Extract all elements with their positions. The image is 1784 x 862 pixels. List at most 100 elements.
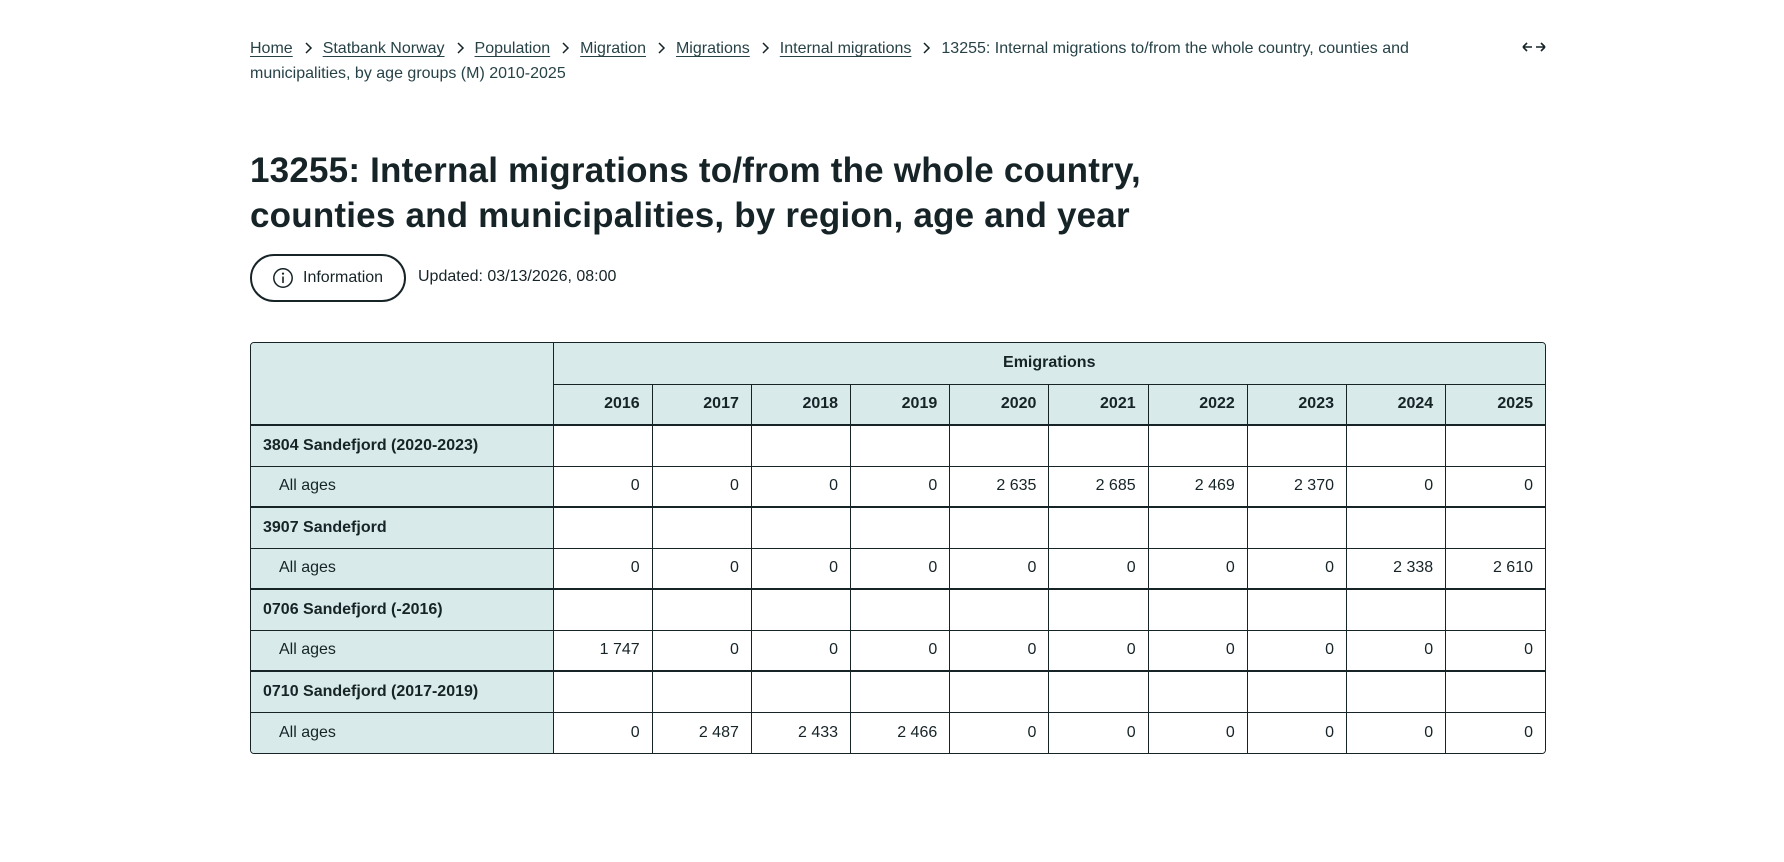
- value-cell: 0: [1048, 629, 1149, 672]
- region-label: 3907 Sandefjord: [251, 506, 554, 549]
- empty-cell: [850, 424, 951, 467]
- column-group-header: Emigrations: [552, 343, 1545, 385]
- breadcrumb-link-population[interactable]: Population: [474, 40, 551, 57]
- year-header: 2025: [1445, 383, 1545, 425]
- value-cell: 0: [1445, 465, 1545, 508]
- empty-cell: [750, 588, 852, 631]
- empty-cell: [1147, 424, 1248, 467]
- region-label: 3804 Sandefjord (2020-2023): [251, 424, 554, 467]
- empty-cell: [1345, 670, 1447, 713]
- value-cell: 0: [651, 465, 752, 508]
- value-cell: 0: [1445, 629, 1545, 672]
- breadcrumb-link-statbank-norway[interactable]: Statbank Norway: [322, 40, 445, 57]
- chevron-right-icon: [445, 35, 475, 60]
- value-cell: 0: [552, 547, 653, 590]
- empty-cell: [949, 670, 1050, 713]
- empty-cell: [552, 424, 653, 467]
- empty-cell: [1147, 506, 1248, 549]
- age-group-label: All ages: [251, 711, 554, 753]
- value-cell: 2 635: [949, 465, 1050, 508]
- empty-cell: [949, 506, 1050, 549]
- value-cell: 0: [850, 629, 951, 672]
- value-cell: 0: [1345, 465, 1447, 508]
- empty-cell: [552, 670, 653, 713]
- value-cell: 0: [750, 547, 852, 590]
- breadcrumb-link-internal-migrations[interactable]: Internal migrations: [779, 40, 912, 57]
- empty-cell: [651, 588, 752, 631]
- information-button[interactable]: Information: [250, 254, 406, 302]
- table-row: 3804 Sandefjord (2020-2023): [251, 424, 1545, 467]
- year-header: 2023: [1246, 383, 1348, 425]
- table-row: All ages 0 0 0 0 0 0 0 0 2 338 2 610: [251, 547, 1545, 590]
- value-cell: 2 469: [1147, 465, 1248, 508]
- value-cell: 0: [750, 629, 852, 672]
- value-cell: 0: [1147, 629, 1248, 672]
- year-header: 2019: [850, 383, 951, 425]
- breadcrumb-current: 13255: Internal migrations to/from the w…: [250, 40, 1409, 83]
- empty-cell: [750, 424, 852, 467]
- information-button-label: Information: [303, 269, 384, 286]
- empty-cell: [651, 424, 752, 467]
- year-header: 2020: [949, 383, 1050, 425]
- empty-cell: [949, 588, 1050, 631]
- value-cell: 0: [651, 629, 752, 672]
- empty-cell: [1048, 588, 1149, 631]
- updated-timestamp: Updated: 03/13/2026, 08:00: [418, 268, 617, 285]
- data-table: Emigrations 2016 2017 2018 2019 2020 202…: [250, 342, 1546, 754]
- page-title: 13255: Internal migrations to/from the w…: [250, 151, 1141, 235]
- year-header: 2017: [651, 383, 752, 425]
- table-row: All ages 1 747 0 0 0 0 0 0 0 0 0: [251, 629, 1545, 672]
- value-cell: 0: [1147, 711, 1248, 753]
- value-cell: 0: [552, 465, 653, 508]
- table-row: All ages 0 0 0 0 2 635 2 685 2 469 2 370 0 0: [251, 465, 1545, 508]
- empty-cell: [651, 506, 752, 549]
- table-corner-cell: [251, 343, 554, 426]
- empty-cell: [651, 670, 752, 713]
- value-cell: 0: [1246, 711, 1348, 753]
- breadcrumb-link-migration[interactable]: Migration: [580, 40, 646, 57]
- chevron-right-icon: [750, 35, 780, 60]
- value-cell: 2 466: [850, 711, 951, 753]
- value-cell: 0: [1345, 711, 1447, 753]
- empty-cell: [1445, 670, 1545, 713]
- table-row: 0706 Sandefjord (-2016): [251, 588, 1545, 631]
- breadcrumb: Home Statbank Norway Population Migration Mi…: [250, 36, 1480, 86]
- value-cell: 0: [949, 629, 1050, 672]
- region-label: 0710 Sandefjord (2017-2019): [251, 670, 554, 713]
- empty-cell: [1445, 506, 1545, 549]
- value-cell: 0: [1445, 711, 1545, 753]
- empty-cell: [1445, 424, 1545, 467]
- breadcrumb-link-home[interactable]: Home: [250, 40, 293, 57]
- arrows-expand-icon[interactable]: [1518, 36, 1550, 58]
- breadcrumb-link-migrations[interactable]: Migrations: [675, 40, 750, 57]
- empty-cell: [1246, 670, 1348, 713]
- table-row: 3907 Sandefjord: [251, 506, 1545, 549]
- empty-cell: [750, 506, 852, 549]
- empty-cell: [750, 670, 852, 713]
- value-cell: 2 685: [1048, 465, 1149, 508]
- empty-cell: [1147, 670, 1248, 713]
- empty-cell: [1147, 588, 1248, 631]
- value-cell: 2 610: [1445, 547, 1545, 590]
- value-cell: 2 338: [1345, 547, 1447, 590]
- empty-cell: [1048, 424, 1149, 467]
- value-cell: 0: [949, 547, 1050, 590]
- value-cell: 2 433: [750, 711, 852, 753]
- age-group-label: All ages: [251, 465, 554, 508]
- value-cell: 0: [1048, 711, 1149, 753]
- age-group-label: All ages: [251, 629, 554, 672]
- value-cell: 2 487: [651, 711, 752, 753]
- age-group-label: All ages: [251, 547, 554, 590]
- empty-cell: [850, 670, 951, 713]
- empty-cell: [1345, 506, 1447, 549]
- value-cell: 0: [750, 465, 852, 508]
- value-cell: 0: [1048, 547, 1149, 590]
- value-cell: 0: [1345, 629, 1447, 672]
- empty-cell: [1345, 424, 1447, 467]
- empty-cell: [1445, 588, 1545, 631]
- empty-cell: [949, 424, 1050, 467]
- chevron-right-icon: [911, 35, 941, 60]
- empty-cell: [552, 506, 653, 549]
- empty-cell: [1048, 506, 1149, 549]
- year-header: 2024: [1345, 383, 1447, 425]
